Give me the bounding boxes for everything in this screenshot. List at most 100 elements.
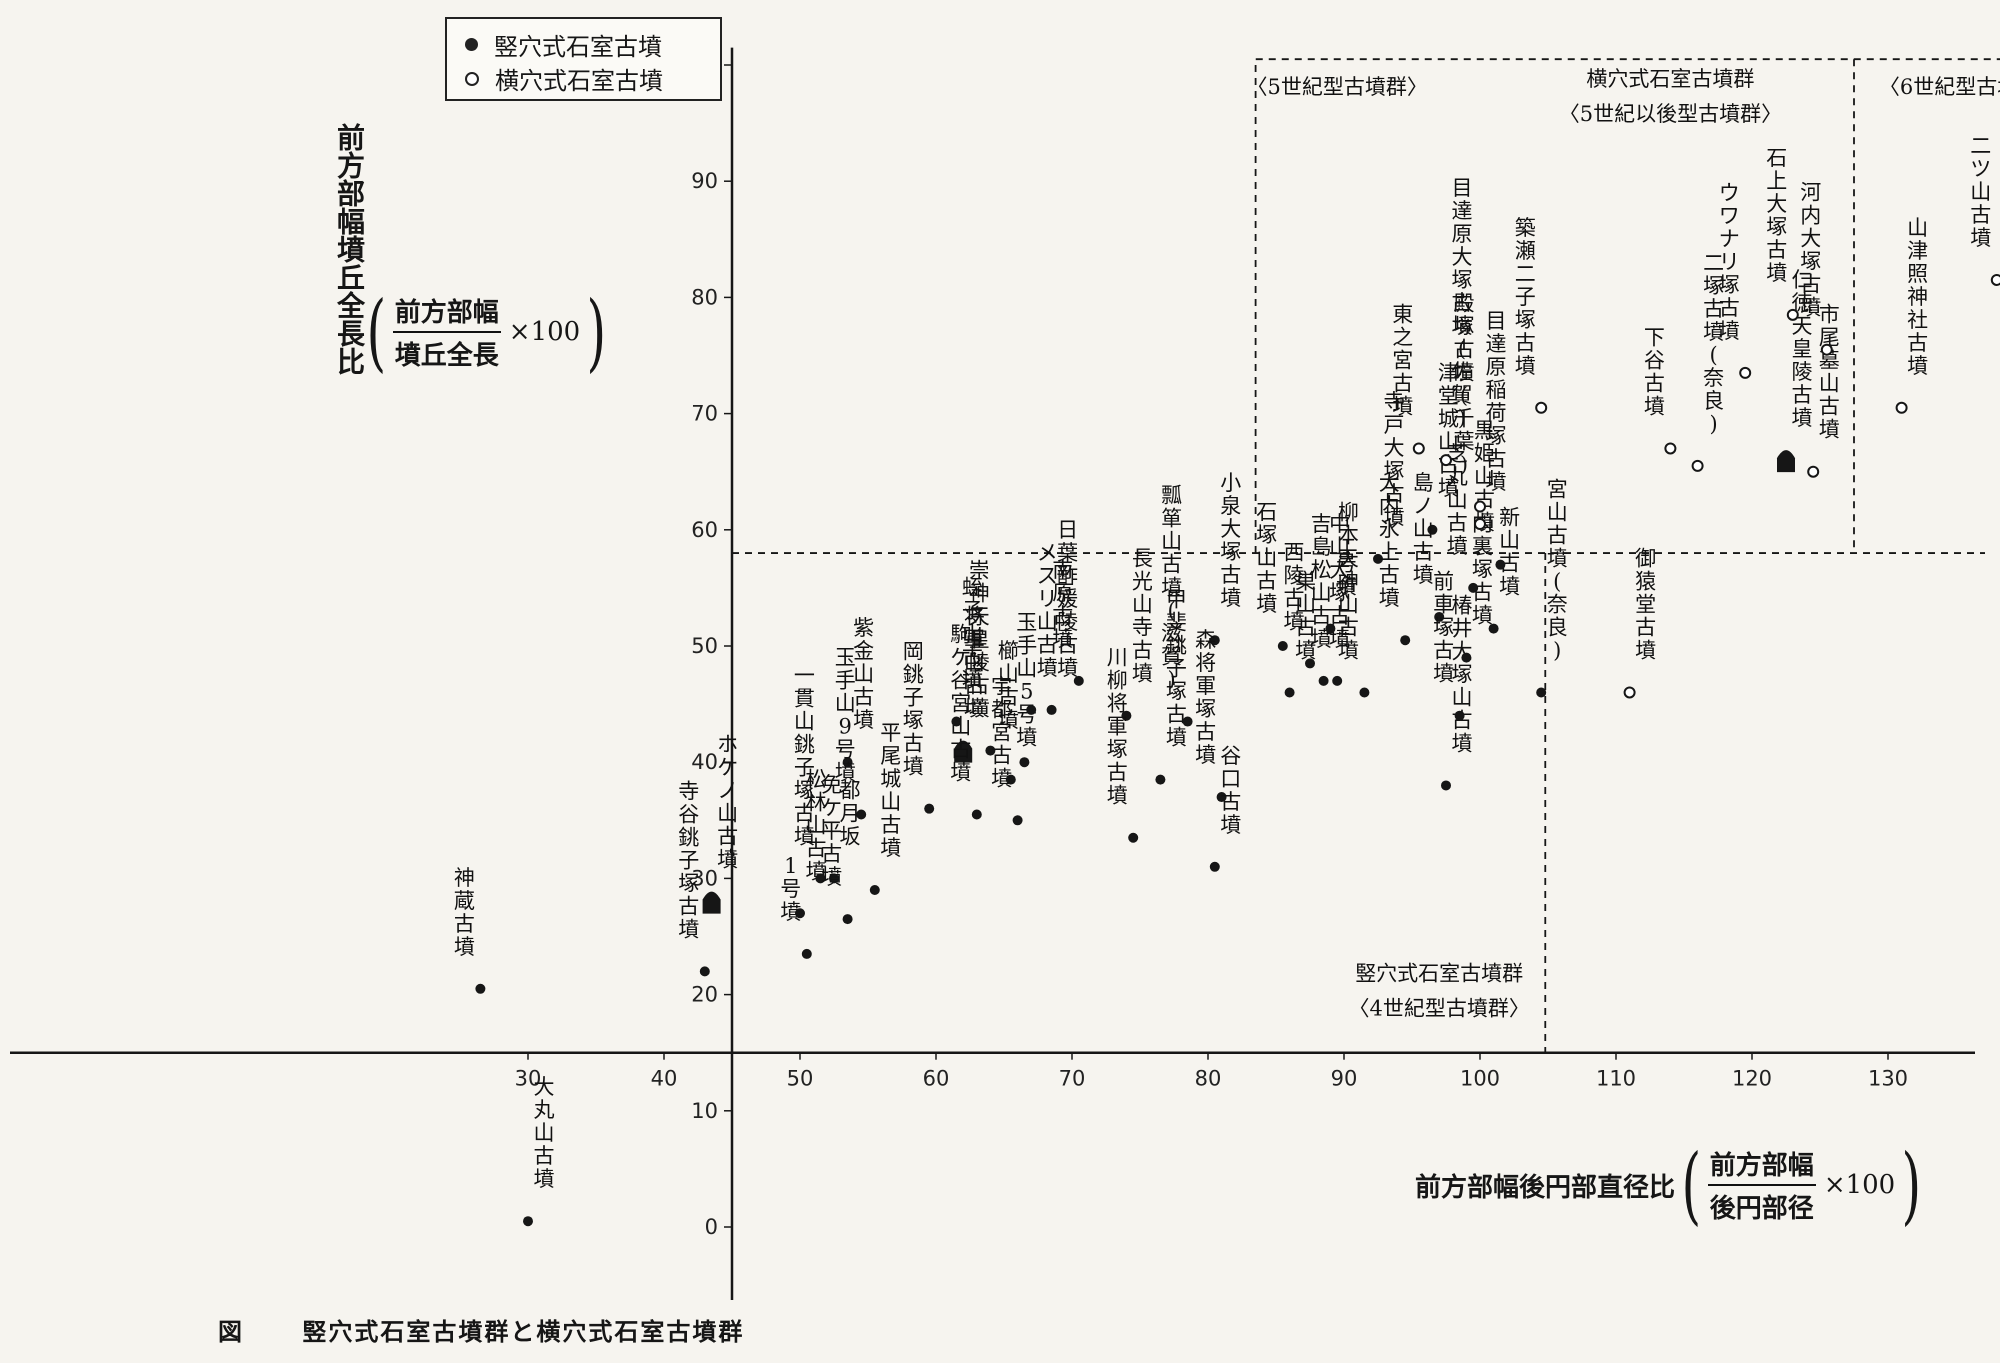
point-label-char: 墳 (1329, 627, 1350, 651)
point-label: 号墳 (1336, 552, 1357, 599)
point-label: 石塚山古墳 (1256, 500, 1277, 616)
point-label-char: 古 (1311, 604, 1332, 628)
point-label-char: ) (1167, 668, 1175, 692)
figure-number: 図 (218, 1317, 244, 1346)
point-label-char: 御 (1635, 546, 1656, 570)
point-label-char: 寺 (1384, 390, 1405, 414)
point-label-char: 上 (1766, 169, 1787, 193)
point-label-char: 墳 (1515, 354, 1536, 378)
point-label-char: 目 (1452, 176, 1473, 200)
point-label-char: 城 (1438, 407, 1459, 431)
point-label-char: 墳 (1472, 604, 1493, 628)
x-tick-label: 70 (1059, 1067, 1086, 1091)
point-label-char: 墳 (1166, 726, 1187, 750)
point-label: 柳本天神山古墳 (1338, 500, 1359, 662)
point-label-char: 墳 (1284, 609, 1305, 633)
point-label-char: 墳 (821, 865, 842, 889)
point-label-char: 島 (1413, 471, 1434, 495)
point-label-char: 墳 (1547, 546, 1568, 570)
point-label-char: 古 (794, 801, 815, 825)
point-label-char: 上 (1379, 540, 1400, 564)
point-label-char: 津 (1907, 239, 1928, 263)
point-label-char: 塚 (794, 778, 815, 802)
point-label-char: 塚 (1515, 308, 1536, 332)
point-label: 甲斐銚子塚古墳 (1166, 588, 1187, 750)
point-label-char: 墳 (1256, 592, 1277, 616)
point-label-char: 塚 (1166, 680, 1187, 704)
point-label-char: 墳 (1016, 726, 1037, 750)
x-tick-label: 60 (923, 1067, 950, 1091)
point-label-char: 神 (454, 866, 475, 890)
y-tick-label: 80 (691, 285, 718, 309)
point-label-char: 古 (678, 894, 699, 918)
point-label-char: 谷 (950, 668, 971, 692)
data-point-open (1990, 273, 2000, 286)
point-label-char: ケ (950, 645, 971, 669)
data-point-filled (801, 948, 812, 959)
point-label-char: ) (1553, 638, 1561, 662)
point-label: 築瀬二子塚古墳 (1515, 216, 1536, 378)
point-label: 蛭子山古墳 (962, 576, 983, 692)
point-label-char: 古 (1161, 553, 1182, 577)
point-label-char: ( (1458, 337, 1466, 361)
x-tick-label: 50 (787, 1067, 814, 1091)
point-label-char: 玉 (1016, 611, 1037, 635)
point-label-char: 島 (1311, 535, 1332, 559)
point-label-char: 紫 (853, 616, 874, 640)
point-label-char: 蛭 (962, 576, 983, 600)
point-label-char: 墳 (1819, 418, 1840, 442)
point-label-char: 堂 (1438, 384, 1459, 408)
point-label-char: 墳 (1220, 586, 1241, 610)
point-label-char: 墳 (1792, 406, 1813, 430)
point-label-char: ( (1709, 343, 1717, 367)
point-label-char: 塚 (1107, 738, 1128, 762)
point-label-char: 墳 (969, 697, 990, 721)
data-point-filled (475, 983, 486, 994)
point-label-char: 墳 (1413, 563, 1434, 587)
x-tick-label: 40 (651, 1067, 678, 1091)
data-point-mound (1777, 450, 1795, 473)
legend: 竪穴式石室古墳 横穴式石室古墳 (445, 17, 722, 101)
point-label-char: 墳 (454, 935, 475, 959)
data-point-filled (1325, 623, 1336, 634)
point-label-char: 墳 (1452, 314, 1473, 338)
point-label-char: 奈 (1703, 366, 1724, 390)
point-label-char: 将 (964, 605, 985, 629)
group-label-yokoana: 横穴式石室古墳群 (1586, 67, 1754, 91)
point-label-char: 古 (1052, 604, 1073, 628)
data-point-filled (1536, 687, 1547, 698)
point-label-char: 墳 (998, 708, 1019, 732)
x-title-text: 前方部幅後円部直径比 (1415, 1172, 1676, 1203)
point-label-char: 森 (1195, 628, 1216, 652)
data-point-filled (1019, 757, 1030, 768)
point-label-char: 堂 (1635, 592, 1656, 616)
data-point-filled (985, 745, 996, 756)
point-label-char: 墳 (780, 900, 801, 924)
point-label-char: 車 (1433, 593, 1454, 617)
point-label-char: 内 (1379, 494, 1400, 518)
point-label-char: 宮 (950, 691, 971, 715)
point-label-char: 本 (1338, 523, 1359, 547)
point-label-char: ウ (1719, 181, 1740, 205)
point-label-char: 甲 (1166, 588, 1187, 612)
data-point-filled (869, 885, 880, 896)
point-label-char: 丸 (1447, 465, 1468, 489)
point-label-char: 松 (806, 767, 827, 791)
point-label-char: 東 (1392, 302, 1413, 326)
point-label-char: 山 (1907, 216, 1928, 240)
data-point-filled (1209, 635, 1220, 646)
data-point-filled (842, 757, 853, 768)
point-label-char: 塚 (1384, 459, 1405, 483)
point-label-char: 将 (1107, 692, 1128, 716)
point-label-char: 子 (1515, 285, 1536, 309)
data-point-filled (523, 1216, 533, 1227)
point-label-char: 川 (1107, 646, 1128, 670)
data-point-filled (1073, 675, 1084, 686)
point-label-char: 古 (903, 732, 924, 756)
point-label-char: 古 (1295, 615, 1316, 639)
point-label-char: 墳 (1132, 662, 1153, 686)
point-label-char: ノ (717, 779, 738, 803)
point-label-char: 古 (1819, 395, 1840, 419)
data-point-open (1691, 459, 1704, 472)
data-point-filled (1495, 559, 1506, 570)
